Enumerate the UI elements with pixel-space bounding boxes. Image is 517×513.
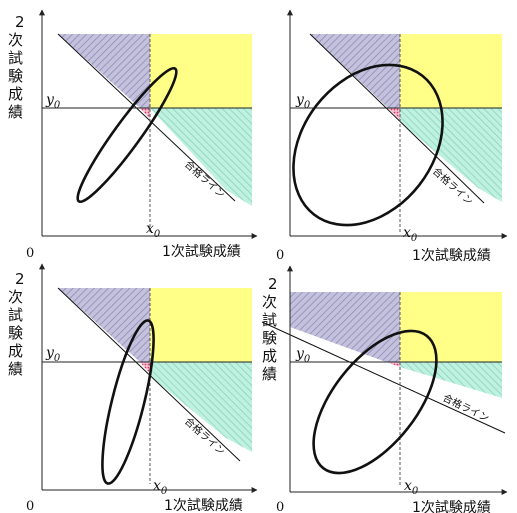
y-axis-label-char: 験 bbox=[8, 67, 23, 85]
teal-region bbox=[150, 362, 252, 452]
pass-line-label: 合格ライン bbox=[441, 391, 492, 425]
teal-region bbox=[400, 108, 502, 202]
panel-top-right: y0 x0 0 1次試験成績 合格ライン bbox=[276, 9, 508, 264]
red-region bbox=[386, 362, 400, 367]
y-axis-label-char: 績 bbox=[8, 103, 23, 121]
teal-fill bbox=[150, 362, 226, 438]
teal-region bbox=[400, 362, 502, 398]
y-axis-label-char: 2 bbox=[15, 270, 25, 288]
y-axis-label-char: 試 bbox=[262, 311, 277, 329]
pass-line bbox=[309, 33, 485, 204]
y-axis-label-char: 次 bbox=[262, 293, 277, 311]
x0-label: x0 bbox=[146, 221, 161, 240]
y-axis-label: 2 次 試 験 成 績 bbox=[8, 270, 25, 378]
y-axis-label: 2 次 試 験 成 績 bbox=[8, 13, 25, 121]
y-axis-label: 2 次 試 験 成 績 bbox=[262, 275, 278, 383]
y-axis-label-char: 験 bbox=[262, 329, 277, 347]
y-axis-label-char: 成 bbox=[8, 85, 23, 103]
y0-label: y0 bbox=[45, 92, 61, 111]
panel-bottom-right: 2 次 試 験 成 績 y0 x0 0 1次試験成績 合格ライン bbox=[261, 265, 508, 513]
red-region bbox=[140, 362, 150, 374]
score-ellipse bbox=[76, 66, 178, 204]
purple-region bbox=[290, 292, 400, 362]
x0-label: x0 bbox=[403, 225, 418, 244]
y-axis-label-char: 試 bbox=[8, 49, 23, 67]
x-axis-label: 1次試験成績 bbox=[412, 248, 491, 264]
x0-label: x0 bbox=[153, 478, 168, 497]
x-axis-label: 1次試験成績 bbox=[412, 500, 491, 513]
x-axis-label: 1次試験成績 bbox=[164, 498, 243, 513]
x-axis-label: 1次試験成績 bbox=[162, 244, 241, 260]
y0-label: y0 bbox=[295, 92, 311, 111]
x0-label: x0 bbox=[404, 478, 419, 497]
pass-line bbox=[57, 33, 236, 202]
y-axis-label-char: 成 bbox=[8, 342, 23, 360]
origin-label: 0 bbox=[26, 499, 34, 513]
y-axis-label-char: 試 bbox=[8, 306, 23, 324]
y-axis-label-char: 2 bbox=[15, 13, 25, 31]
y-axis-label-char: 成 bbox=[262, 347, 277, 365]
y-axis-label-char: 験 bbox=[8, 324, 23, 342]
purple-region bbox=[310, 34, 400, 108]
red-region bbox=[140, 108, 150, 119]
panel-bottom-left: 2 次 試 験 成 績 y0 x0 0 1次試験成績 合格ライン bbox=[8, 263, 258, 513]
score-ellipse bbox=[292, 63, 444, 227]
red-region bbox=[388, 108, 400, 120]
origin-label: 0 bbox=[26, 246, 34, 261]
yellow-region bbox=[150, 288, 252, 362]
score-ellipse bbox=[101, 319, 155, 485]
y0-label: y0 bbox=[295, 346, 311, 365]
y-axis-label-char: 2 bbox=[268, 275, 278, 293]
yellow-region bbox=[400, 292, 502, 362]
score-ellipse bbox=[312, 329, 438, 475]
purple-region bbox=[58, 34, 150, 108]
y-axis-label-char: 次 bbox=[8, 288, 23, 306]
origin-label: 0 bbox=[276, 500, 284, 513]
pass-line bbox=[261, 321, 506, 434]
y-axis-label-char: 績 bbox=[8, 360, 23, 378]
purple-region bbox=[58, 288, 150, 362]
origin-label: 0 bbox=[276, 248, 284, 263]
y0-label: y0 bbox=[45, 345, 61, 364]
teal-fill bbox=[150, 108, 252, 206]
panel-top-left: 2 次 試 験 成 績 y0 x0 0 1次試験成績 合格ライン bbox=[8, 9, 258, 261]
y-axis-label-char: 次 bbox=[8, 31, 23, 49]
y-axis-label-char: 績 bbox=[262, 365, 277, 383]
